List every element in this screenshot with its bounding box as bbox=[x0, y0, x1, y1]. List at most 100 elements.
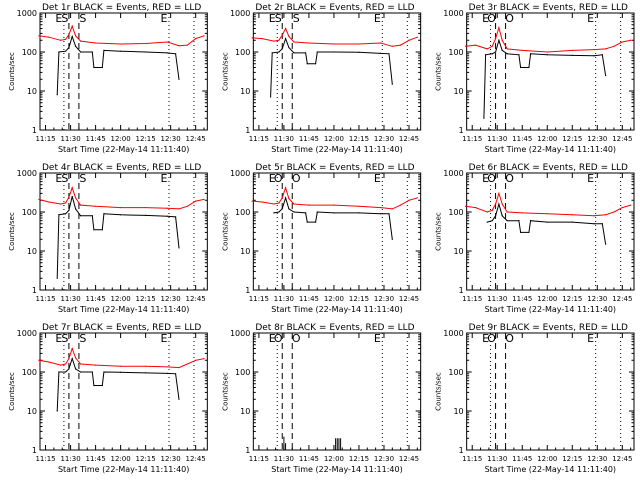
y-tick-label: 1000 bbox=[230, 329, 250, 338]
plot-frame bbox=[466, 12, 635, 131]
series-point bbox=[391, 238, 393, 240]
series-point bbox=[145, 206, 147, 209]
series-point bbox=[529, 220, 532, 222]
series-point bbox=[528, 66, 530, 69]
x-tick-label: 12:45 bbox=[399, 455, 419, 463]
series-point bbox=[278, 51, 280, 53]
series-point bbox=[491, 220, 493, 222]
x-tick-label: 11:45 bbox=[512, 295, 532, 303]
series-point bbox=[293, 211, 295, 213]
series-point bbox=[120, 371, 122, 373]
y-tick-label: 10 bbox=[240, 247, 250, 256]
series-point bbox=[74, 35, 77, 37]
x-tick-label: 12:30 bbox=[374, 295, 394, 303]
x-tick-label: 11:30 bbox=[487, 455, 507, 463]
lld-series-line bbox=[252, 186, 418, 210]
x-tick-label: 12:15 bbox=[349, 135, 369, 143]
series-point bbox=[306, 63, 308, 65]
x-axis-label: Start Time (22-May-14 11:11:40) bbox=[271, 305, 402, 314]
series-point bbox=[281, 34, 283, 36]
series-point bbox=[288, 46, 290, 49]
series-point bbox=[506, 220, 508, 222]
panel-title: Det 2r BLACK = Events, RED = LLD bbox=[255, 3, 414, 13]
plot-frame bbox=[466, 172, 635, 291]
series-point bbox=[68, 46, 70, 49]
series-point bbox=[79, 215, 82, 217]
series-point bbox=[506, 53, 508, 55]
x-tick-label: 11:15 bbox=[249, 135, 269, 143]
series-point bbox=[166, 41, 168, 43]
series-point bbox=[178, 78, 180, 80]
series-point bbox=[593, 223, 595, 225]
series-point bbox=[546, 54, 548, 56]
events-series-line bbox=[270, 37, 393, 98]
series-point bbox=[79, 363, 82, 365]
series-point bbox=[103, 49, 105, 51]
series-point bbox=[416, 197, 418, 199]
marker-label: E bbox=[587, 172, 594, 185]
series-point bbox=[59, 364, 62, 366]
series-point bbox=[605, 214, 607, 216]
series-point bbox=[491, 53, 493, 55]
x-axis-label: Start Time (22-May-14 11:11:40) bbox=[58, 305, 189, 314]
y-tick-label: 10 bbox=[27, 87, 37, 96]
y-tick-label: 1 bbox=[245, 446, 250, 455]
y-axis-label: Counts/sec bbox=[221, 212, 229, 251]
series-point bbox=[391, 45, 393, 47]
series-point bbox=[519, 231, 522, 233]
series-point bbox=[333, 212, 335, 214]
panel-title: Det 7r BLACK = Events, RED = LLD bbox=[42, 323, 201, 333]
series-point bbox=[593, 55, 595, 57]
series-point bbox=[494, 51, 497, 53]
series-point bbox=[316, 51, 318, 53]
series-point bbox=[474, 44, 477, 46]
series-point bbox=[94, 364, 97, 366]
x-tick-label: 11:30 bbox=[274, 455, 294, 463]
series-point bbox=[74, 45, 77, 47]
series-point bbox=[486, 211, 488, 213]
series-point bbox=[416, 36, 418, 38]
x-tick-label: 11:45 bbox=[512, 455, 532, 463]
y-tick-label: 10 bbox=[240, 407, 250, 416]
series-point bbox=[203, 358, 205, 360]
x-tick-label: 11:30 bbox=[60, 455, 80, 463]
x-tick-label: 11:45 bbox=[85, 135, 105, 143]
series-point bbox=[178, 366, 180, 369]
series-point bbox=[64, 50, 67, 52]
x-tick-label: 12:30 bbox=[587, 295, 607, 303]
series-point bbox=[293, 203, 295, 205]
marker-label: E bbox=[160, 12, 167, 25]
x-tick-label: 12:00 bbox=[111, 295, 131, 303]
series-point bbox=[278, 211, 280, 213]
x-tick-label: 11:45 bbox=[299, 295, 319, 303]
x-tick-label: 12:00 bbox=[537, 295, 557, 303]
series-point bbox=[186, 44, 188, 46]
series-point bbox=[506, 48, 508, 50]
series-point bbox=[571, 221, 573, 223]
series-point bbox=[58, 214, 60, 216]
marker-label: S bbox=[79, 12, 86, 25]
series-point bbox=[281, 208, 283, 210]
marker-label: E bbox=[482, 12, 489, 25]
x-tick-label: 12:00 bbox=[324, 135, 344, 143]
series-point bbox=[71, 195, 73, 198]
series-point bbox=[38, 35, 40, 37]
plot-frame bbox=[39, 12, 208, 131]
series-point bbox=[484, 54, 487, 56]
events-series-line bbox=[56, 356, 180, 412]
panel-title: Det 6r BLACK = Events, RED = LLD bbox=[469, 163, 628, 173]
detector-panel: Det 1r BLACK = Events, RED = LLD 1 10 100 10… bbox=[8, 3, 208, 154]
panel-title: Det 5r BLACK = Events, RED = LLD bbox=[255, 163, 414, 173]
x-tick-label: 12:45 bbox=[186, 135, 206, 143]
series-point bbox=[166, 215, 168, 217]
x-tick-label: 12:15 bbox=[562, 295, 582, 303]
series-point bbox=[103, 371, 105, 373]
series-point bbox=[74, 208, 77, 210]
plot-frame bbox=[466, 332, 635, 451]
series-point bbox=[521, 212, 523, 214]
x-axis-label: Start Time (22-May-14 11:11:40) bbox=[485, 465, 616, 474]
y-axis-label: Counts/sec bbox=[221, 372, 229, 411]
x-tick-label: 12:00 bbox=[111, 135, 131, 143]
series-point bbox=[79, 204, 82, 206]
x-tick-label: 12:45 bbox=[399, 295, 419, 303]
